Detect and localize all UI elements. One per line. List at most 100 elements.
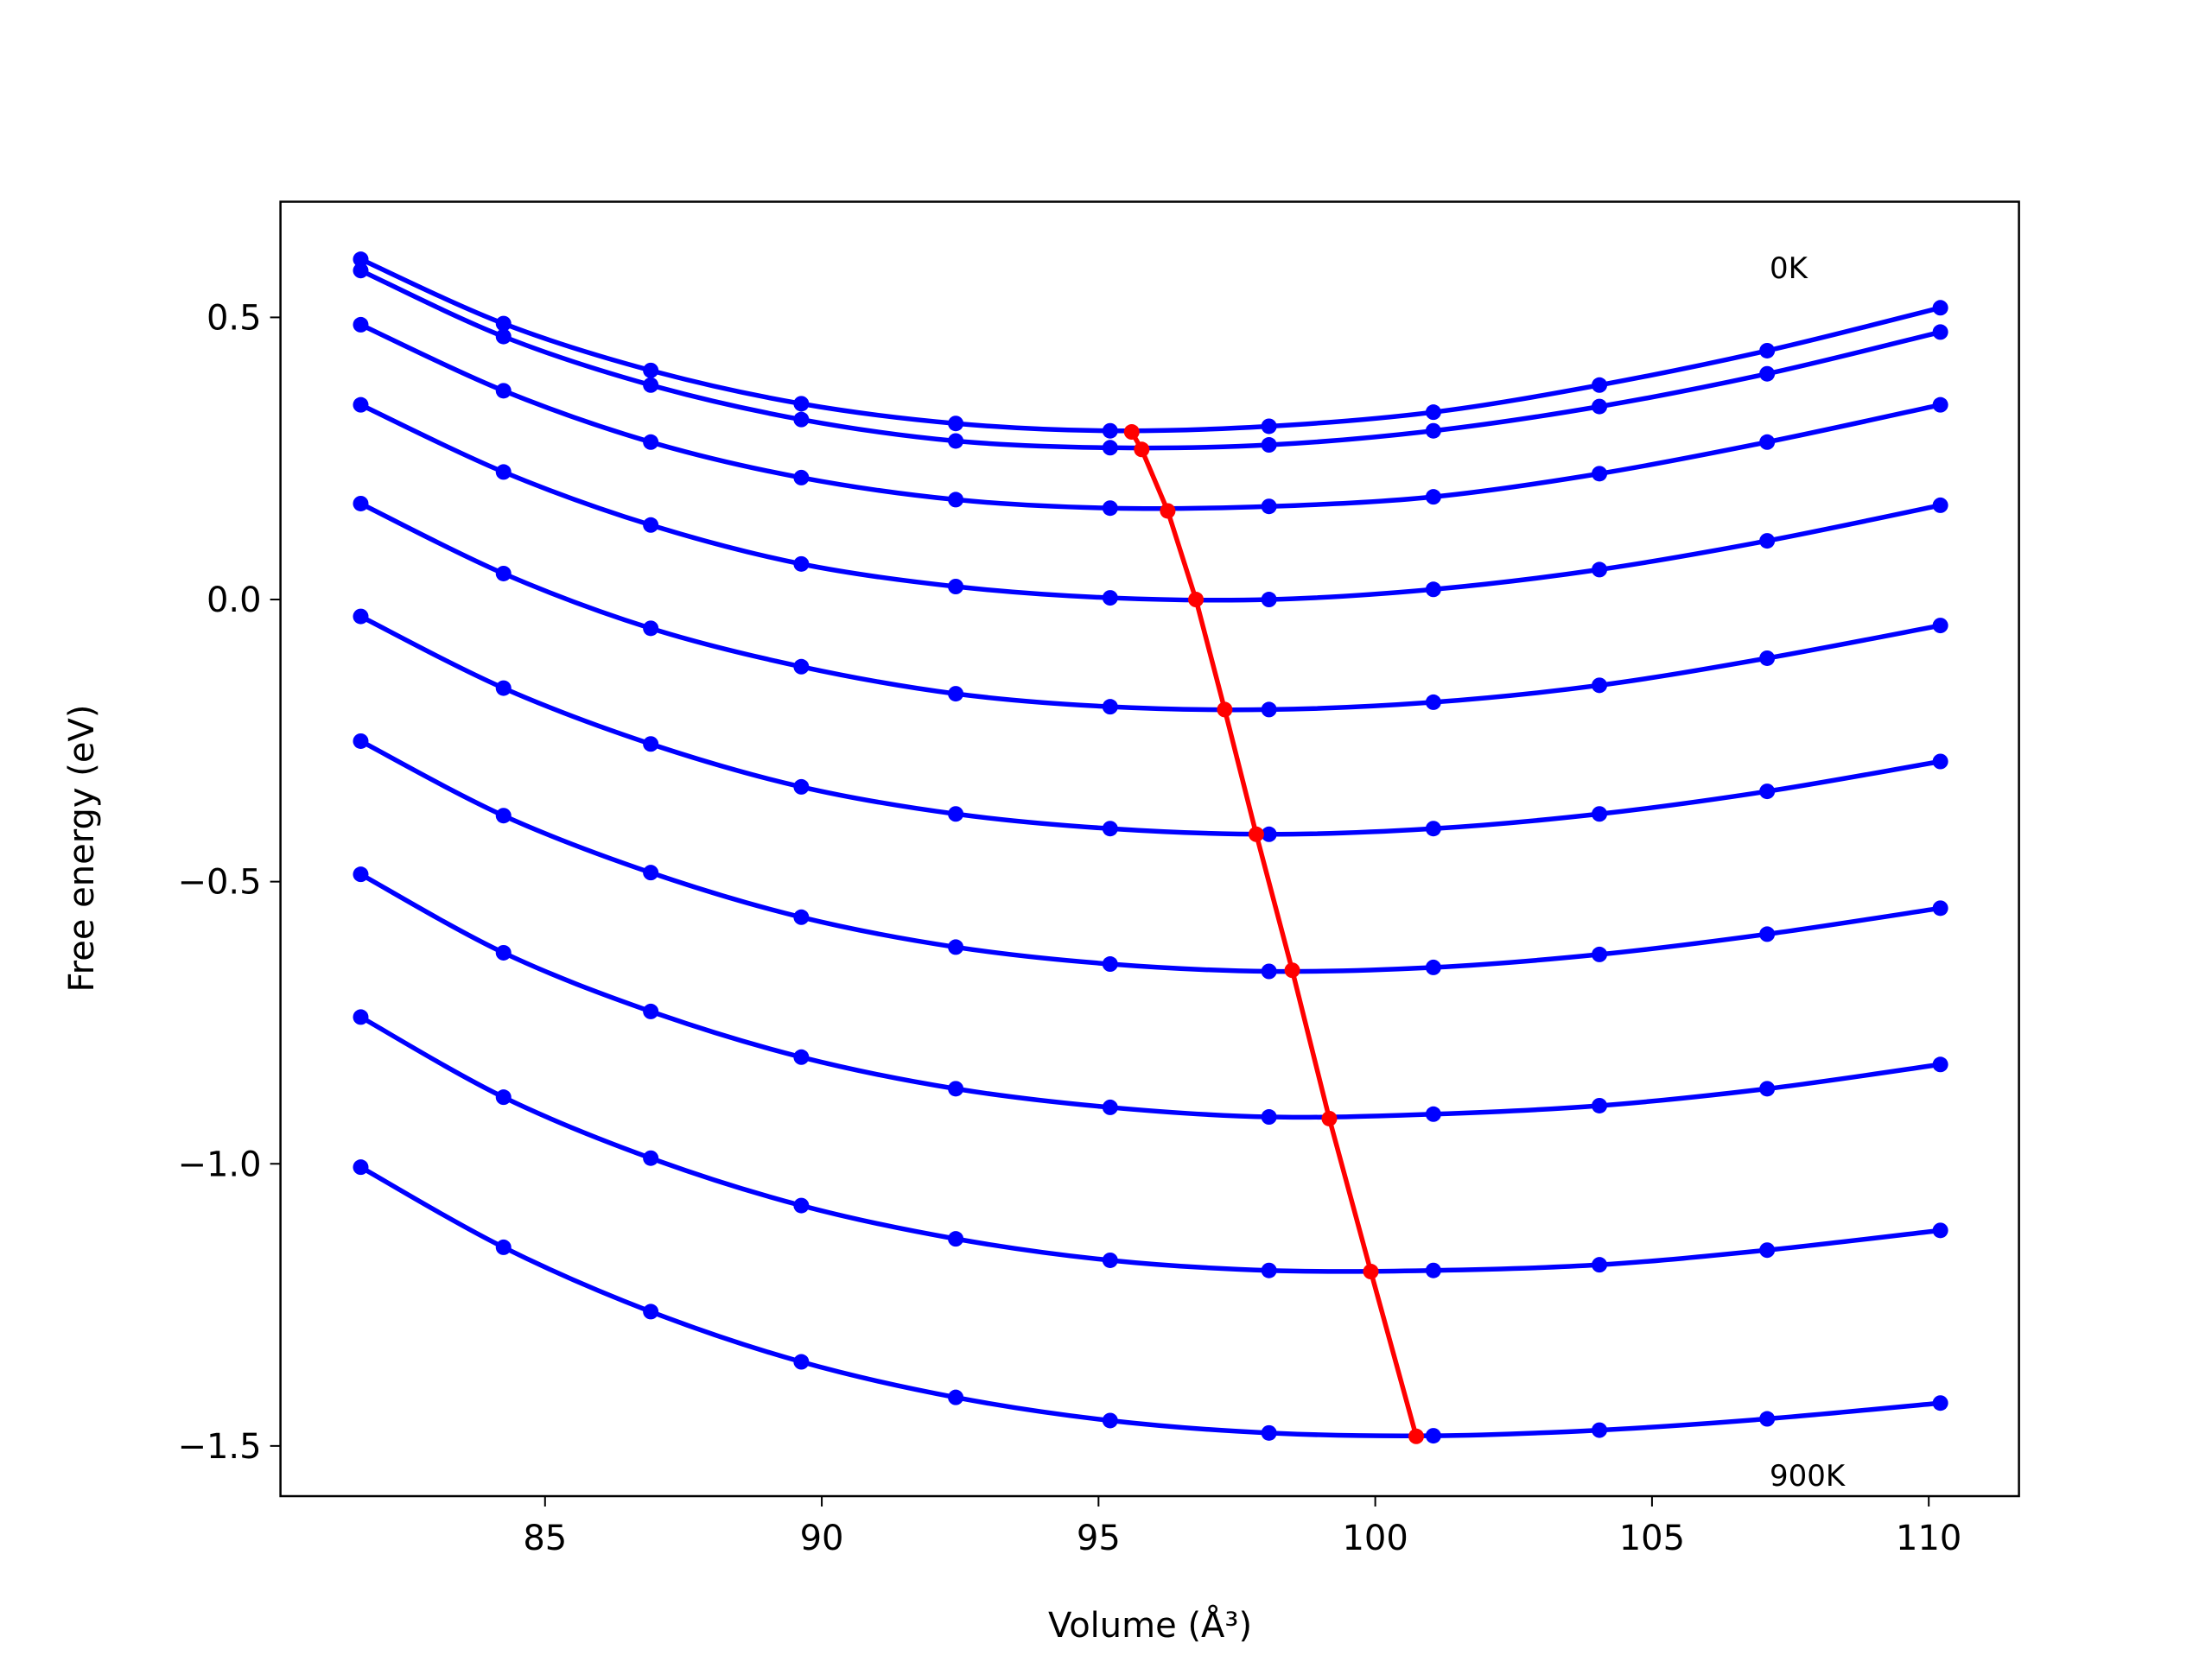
data-point	[1102, 821, 1118, 837]
data-point	[495, 808, 512, 824]
data-point	[1592, 561, 1608, 578]
data-point	[643, 362, 659, 378]
data-point	[1759, 342, 1776, 358]
data-point	[793, 555, 810, 572]
data-point	[1261, 437, 1277, 454]
data-point	[495, 1239, 512, 1255]
data-point	[948, 1389, 964, 1405]
data-point	[1592, 677, 1608, 694]
data-point	[1425, 1106, 1441, 1122]
data-point	[643, 620, 659, 637]
y-tick-label: −1.0	[177, 1145, 261, 1184]
data-point	[1160, 503, 1176, 519]
annotation: 0K	[1770, 251, 1809, 286]
data-point	[793, 1197, 810, 1214]
data-point	[1102, 956, 1118, 973]
data-point	[1425, 1428, 1441, 1444]
data-point	[495, 680, 512, 696]
data-point	[1932, 753, 1948, 770]
data-point	[948, 416, 964, 432]
data-point	[1363, 1264, 1379, 1280]
data-point	[353, 396, 369, 413]
data-point	[1102, 422, 1118, 439]
data-point	[793, 469, 810, 485]
data-point	[1759, 533, 1776, 549]
data-point	[1408, 1428, 1425, 1444]
data-point	[643, 736, 659, 752]
data-point	[1102, 1099, 1118, 1115]
data-point	[1592, 946, 1608, 962]
data-point	[1932, 1222, 1948, 1239]
data-point	[1425, 1262, 1441, 1278]
x-axis-label: Volume (Å³)	[1048, 1604, 1252, 1646]
data-point	[1592, 466, 1608, 482]
data-point	[1932, 300, 1948, 316]
data-point	[495, 944, 512, 961]
data-point	[1261, 1109, 1277, 1126]
data-point	[1759, 1411, 1776, 1427]
data-point	[1932, 900, 1948, 917]
data-point	[1425, 959, 1441, 975]
data-point	[1261, 826, 1277, 842]
y-axis-label: Free energy (eV)	[62, 705, 102, 993]
data-point	[1261, 592, 1277, 608]
data-point	[353, 495, 369, 511]
data-point	[948, 1081, 964, 1097]
data-point	[1217, 701, 1233, 718]
series-line	[1129, 430, 1419, 1437]
data-point	[1102, 1412, 1118, 1429]
data-point	[793, 909, 810, 925]
data-point	[495, 383, 512, 399]
data-point	[353, 866, 369, 883]
data-point	[1261, 1424, 1277, 1441]
data-point	[1248, 826, 1264, 842]
data-point	[948, 1231, 964, 1247]
data-point	[948, 492, 964, 508]
data-point	[495, 1089, 512, 1106]
data-point	[1759, 365, 1776, 382]
data-point	[643, 1304, 659, 1320]
data-point	[1284, 962, 1300, 979]
data-point	[643, 434, 659, 450]
y-tick-label: 0.5	[207, 298, 262, 338]
data-point	[793, 396, 810, 412]
data-point	[1932, 324, 1948, 340]
x-tick-label: 85	[523, 1519, 567, 1558]
x-tick-label: 95	[1077, 1519, 1121, 1558]
data-point	[643, 517, 659, 533]
y-tick-label: 0.0	[207, 580, 262, 620]
data-point	[1932, 1056, 1948, 1073]
y-tick-label: −1.5	[177, 1427, 261, 1467]
data-point	[1759, 1242, 1776, 1259]
data-point	[1592, 398, 1608, 415]
data-point	[353, 251, 369, 268]
data-point	[643, 865, 659, 881]
data-point	[793, 411, 810, 428]
data-point	[948, 433, 964, 449]
data-point	[353, 608, 369, 625]
data-point	[1425, 404, 1441, 421]
data-point	[1425, 422, 1441, 439]
data-point	[1932, 1395, 1948, 1411]
data-point	[1102, 500, 1118, 517]
x-tick-label: 105	[1619, 1519, 1685, 1558]
data-point	[1425, 489, 1441, 505]
data-point	[1759, 783, 1776, 800]
data-point	[1932, 396, 1948, 413]
annotation: 900K	[1770, 1459, 1847, 1494]
data-point	[495, 315, 512, 332]
data-point	[1592, 1097, 1608, 1113]
data-point	[1759, 650, 1776, 666]
data-point	[1592, 377, 1608, 393]
data-point	[1261, 418, 1277, 435]
x-tick-label: 90	[800, 1519, 844, 1558]
data-point	[948, 686, 964, 702]
data-point	[1425, 581, 1441, 598]
x-tick-label: 110	[1896, 1519, 1961, 1558]
x-tick-label: 100	[1342, 1519, 1408, 1558]
data-point	[1759, 926, 1776, 942]
data-point	[948, 939, 964, 955]
data-point	[495, 464, 512, 480]
